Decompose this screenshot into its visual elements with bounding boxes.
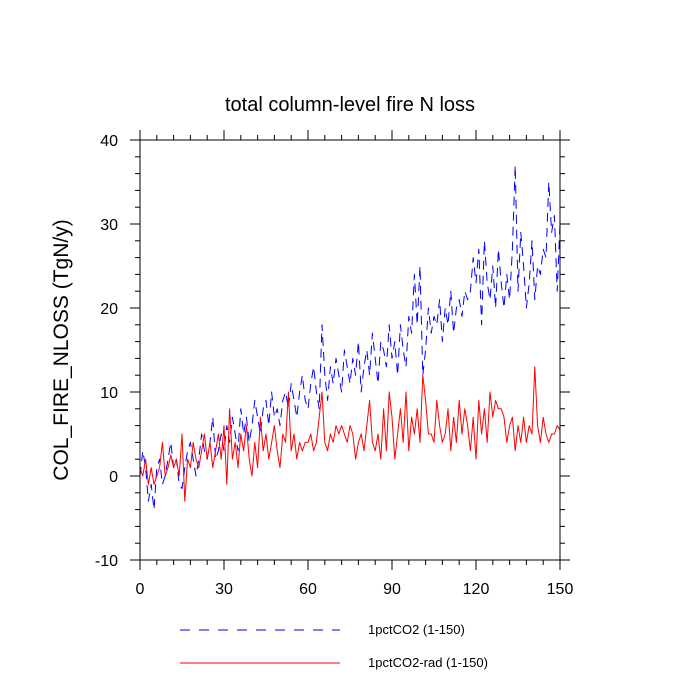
legend-label-1pctco2: 1pctCO2 (1-150) xyxy=(368,622,465,637)
y-tick-label: 10 xyxy=(100,385,118,402)
x-tick-label: 60 xyxy=(299,581,317,598)
chart-title: total column-level fire N loss xyxy=(225,94,475,116)
series-line-1pctco2-rad xyxy=(139,366,561,502)
tick-labels: 0 30 60 90 120 150 -10 0 10 20 30 40 xyxy=(95,133,574,598)
legend-label-1pctco2-rad: 1pctCO2-rad (1-150) xyxy=(368,655,488,670)
x-tick-label: 0 xyxy=(136,581,145,598)
y-tick-label: -10 xyxy=(95,553,118,570)
y-tick-label: 40 xyxy=(100,133,118,150)
y-tick-label: 20 xyxy=(100,301,118,318)
legend: 1pctCO2 (1-150) 1pctCO2-rad (1-150) xyxy=(180,622,488,670)
plot-lines xyxy=(139,164,561,511)
y-tick-label: 30 xyxy=(100,217,118,234)
plot-frame xyxy=(139,139,561,561)
x-tick-label: 150 xyxy=(547,581,574,598)
y-axis-label: COL_FIRE_NLOSS (TgN/y) xyxy=(50,219,73,480)
x-tick-label: 90 xyxy=(383,581,401,598)
x-tick-label: 30 xyxy=(215,581,233,598)
y-tick-label: 0 xyxy=(109,469,118,486)
x-tick-label: 120 xyxy=(463,581,490,598)
series-line-1pctco2 xyxy=(139,164,561,511)
plot-ticks xyxy=(130,130,570,570)
